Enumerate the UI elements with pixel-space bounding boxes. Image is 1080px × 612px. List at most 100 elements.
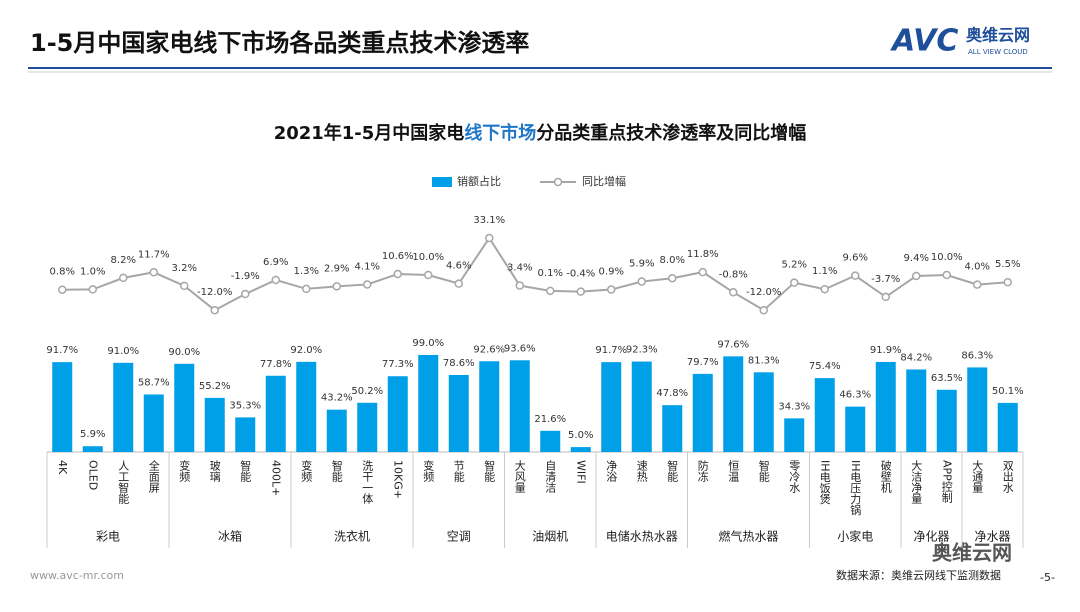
bar xyxy=(357,402,378,452)
line-value-label: 5.9% xyxy=(629,259,654,270)
bar xyxy=(814,378,835,452)
line-point xyxy=(912,271,921,281)
bar xyxy=(143,394,164,452)
watermark: 奥维云网 xyxy=(932,541,1012,565)
bar-value-label: 5.0% xyxy=(568,430,593,441)
bar xyxy=(967,367,988,452)
line-point xyxy=(668,273,677,283)
line-point xyxy=(363,280,372,289)
bar xyxy=(601,362,622,452)
line-value-label: -1.9% xyxy=(231,271,260,282)
bar-value-label: 77.8% xyxy=(260,359,292,370)
logo: AVC xyxy=(890,24,958,59)
bar xyxy=(540,430,561,452)
bar xyxy=(479,361,500,452)
group-label: 空调 xyxy=(447,530,471,544)
x-tick-label: OLED xyxy=(86,460,99,490)
line-value-label: 8.2% xyxy=(111,255,136,266)
bar xyxy=(326,409,347,452)
line-value-label: 1.3% xyxy=(294,266,319,277)
bar-value-label: 92.3% xyxy=(626,345,658,356)
bar xyxy=(448,374,469,452)
bar xyxy=(692,373,713,452)
x-tick-label: 玻璃 xyxy=(208,460,221,483)
x-tick-label: 全面屏 xyxy=(147,459,160,494)
line-point xyxy=(546,286,555,296)
line-value-label: 9.6% xyxy=(843,253,868,264)
x-tick-label: 智能 xyxy=(757,459,770,483)
line-point xyxy=(698,267,707,277)
line-point xyxy=(515,281,524,290)
line-point xyxy=(729,288,738,297)
x-tick-label: 大洁净量 xyxy=(910,459,923,504)
line-point xyxy=(180,281,189,291)
bar xyxy=(662,405,683,452)
x-tick-label: 大风量 xyxy=(513,459,526,493)
bar xyxy=(52,362,73,452)
bar-value-label: 86.3% xyxy=(961,350,993,361)
bar xyxy=(296,361,317,452)
x-tick-label: 恒温 xyxy=(727,460,740,482)
logo-en: ALL VIEW CLOUD xyxy=(968,48,1028,56)
group-label: 洗衣机 xyxy=(334,529,370,544)
bar-value-label: 46.3% xyxy=(839,390,871,401)
line-value-label: 0.8% xyxy=(50,267,75,278)
line-point xyxy=(637,277,646,286)
bar-value-label: 93.6% xyxy=(504,343,536,354)
line-point xyxy=(973,280,982,289)
bar-value-label: 81.3% xyxy=(748,355,780,366)
footer-source: 数据来源：奥维云网线下监测数据 xyxy=(836,568,1001,582)
group-label: 燃气热水器 xyxy=(718,529,778,544)
line-point xyxy=(759,305,768,315)
legend-label: 同比增幅 xyxy=(582,174,626,188)
bar xyxy=(113,362,134,452)
x-tick-label: 10KG+ xyxy=(391,460,404,499)
line-value-label: 9.4% xyxy=(904,253,929,264)
line-value-label: 11.7% xyxy=(138,249,170,260)
bar-value-label: 43.2% xyxy=(321,393,353,404)
line-value-label: 11.8% xyxy=(687,249,719,260)
group-label: 净水器 xyxy=(974,530,1010,544)
line-point xyxy=(454,279,463,288)
line-point xyxy=(393,269,402,279)
line-value-label: 3.4% xyxy=(507,263,532,274)
bar xyxy=(723,356,744,452)
line-point xyxy=(241,289,250,299)
line-point xyxy=(210,305,219,315)
bar xyxy=(753,372,774,452)
line-value-label: 5.2% xyxy=(782,260,807,271)
bar xyxy=(265,375,286,452)
bar-value-label: 63.5% xyxy=(931,373,963,384)
bar-value-label: 58.7% xyxy=(138,377,170,388)
bar-value-label: 92.6% xyxy=(473,344,505,355)
line-value-label: 0.9% xyxy=(599,267,624,278)
title-part: 分品类重点技术渗透率及同比增幅 xyxy=(536,122,806,144)
line-point xyxy=(881,292,890,302)
bar xyxy=(784,418,805,452)
bar xyxy=(174,363,195,452)
group-label: 油烟机 xyxy=(532,530,568,544)
line-value-label: 3.2% xyxy=(172,263,197,274)
x-tick-label: 智能 xyxy=(239,459,252,483)
bar-value-label: 50.2% xyxy=(351,386,383,397)
bar-value-label: 90.0% xyxy=(168,347,200,358)
x-tick-label: 净浴 xyxy=(605,459,618,483)
x-tick-label: 洗干一体 xyxy=(361,460,374,504)
bar-value-label: 35.3% xyxy=(229,400,261,411)
line-value-label: -0.8% xyxy=(719,269,748,280)
x-tick-label: 速热 xyxy=(635,460,648,483)
x-tick-label: 防冻 xyxy=(696,459,709,482)
x-tick-label: 变频 xyxy=(178,459,191,483)
x-tick-label: 节能 xyxy=(452,460,465,483)
line-point xyxy=(424,270,433,280)
line-value-label: -12.0% xyxy=(197,287,232,298)
line-value-label: 0.1% xyxy=(538,268,563,279)
line-point xyxy=(576,287,585,296)
x-tick-label: 人工智能 xyxy=(117,460,130,505)
line-value-label: 6.9% xyxy=(263,257,288,268)
page-number: -5- xyxy=(1040,571,1055,584)
x-tick-label: 智能 xyxy=(330,459,343,483)
line-value-label: 8.0% xyxy=(660,255,685,266)
